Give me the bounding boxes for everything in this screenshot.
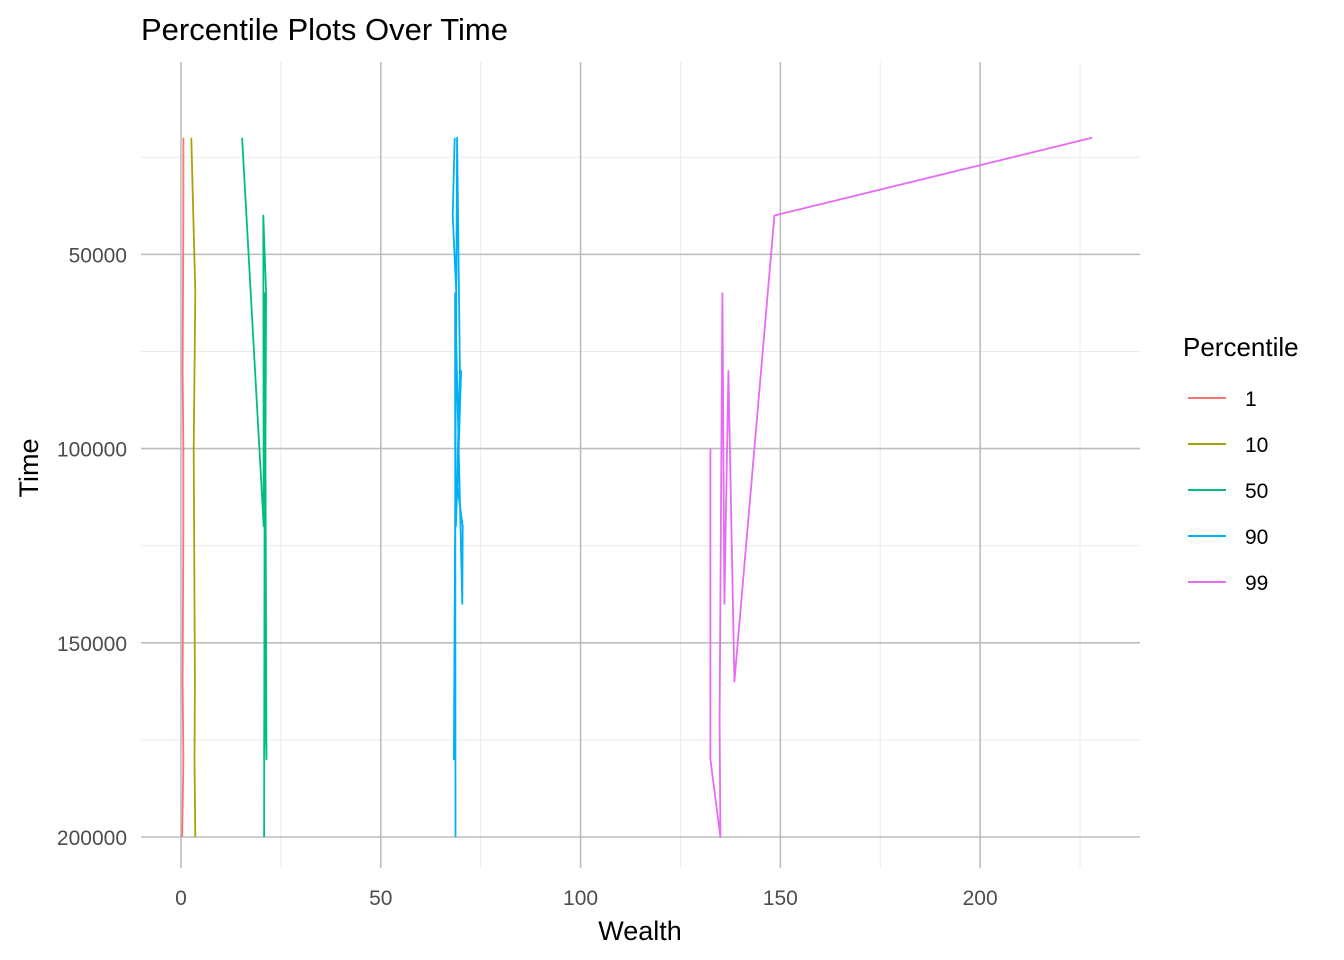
y-axis-title: Time	[14, 439, 44, 498]
x-tick-label: 0	[175, 887, 187, 910]
y-tick-label: 100000	[57, 439, 127, 462]
legend-label-90: 90	[1245, 526, 1268, 549]
y-tick-label: 50000	[69, 244, 127, 267]
series-line-1	[181, 137, 185, 838]
legend-items: 1 10 50 90 99	[1188, 388, 1268, 595]
legend-label-99: 99	[1245, 572, 1268, 595]
x-tick-label: 200	[963, 887, 998, 910]
y-tick-label: 200000	[57, 827, 127, 850]
y-axis-ticks: 50000 100000 150000 200000	[57, 244, 127, 850]
series-line-99	[709, 136, 1093, 838]
series-layer	[181, 136, 1093, 838]
x-tick-label: 150	[763, 887, 798, 910]
chart-title: Percentile Plots Over Time	[141, 12, 508, 47]
x-axis-ticks: 0 50 100 150 200	[175, 887, 998, 910]
legend-label-50: 50	[1245, 480, 1268, 503]
legend-label-1: 1	[1245, 388, 1257, 411]
legend-label-10: 10	[1245, 434, 1268, 457]
y-tick-label: 150000	[57, 633, 127, 656]
legend: Percentile 1 10 50 90 99	[1183, 332, 1299, 595]
series-line-10	[190, 137, 197, 838]
x-axis-title: Wealth	[598, 916, 682, 946]
x-tick-label: 100	[563, 887, 598, 910]
grid	[141, 62, 1140, 868]
series-line-50	[241, 137, 268, 838]
series-line-90	[451, 136, 464, 838]
legend-title: Percentile	[1183, 332, 1299, 362]
x-tick-label: 50	[369, 887, 392, 910]
